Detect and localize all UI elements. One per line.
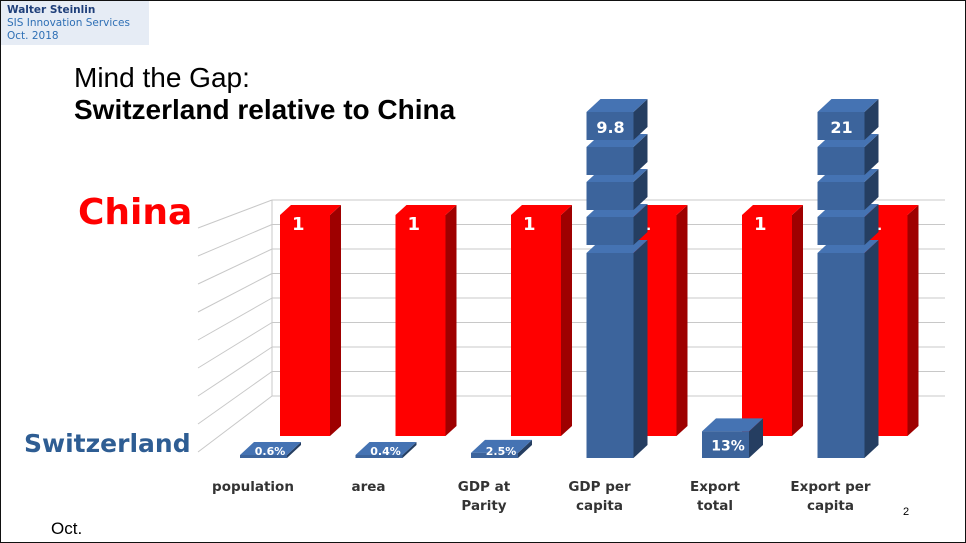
label-switzerland-3: 9.8 (596, 118, 624, 137)
gridline-side (197, 395, 273, 453)
footer-date: Oct. (51, 519, 83, 538)
category-label-1: area (351, 479, 385, 495)
bar-switzerland-1 (355, 442, 417, 458)
gridline-side (197, 371, 273, 425)
slide-title-line1: Mind the Gap: (74, 62, 250, 93)
bar-switzerland-3-cube (586, 204, 648, 245)
author-org: SIS Innovation Services (7, 17, 130, 29)
label-switzerland-2: 2.5% (486, 445, 517, 458)
label-switzerland-0: 0.6% (255, 445, 286, 458)
label-china-2: 1 (523, 214, 536, 235)
category-label-3: GDP per (568, 479, 631, 495)
legend-switzerland: Switzerland (24, 429, 191, 458)
legend-china: China (78, 192, 193, 233)
gridline-side (197, 273, 273, 313)
gridline-side (197, 297, 273, 341)
gridline-side (197, 224, 273, 257)
bar-china-4 (742, 205, 803, 436)
label-switzerland-5: 21 (830, 118, 852, 137)
bar-switzerland-0 (240, 442, 301, 458)
author-name: Walter Steinlin (7, 4, 96, 16)
bar-switzerland-3-cube (586, 169, 648, 210)
author-date: Oct. 2018 (7, 30, 59, 42)
label-china-4: 1 (754, 214, 767, 235)
category-label-0: population (212, 479, 294, 495)
gridline-side (197, 248, 273, 285)
category-label-2: GDP at (458, 479, 511, 495)
label-switzerland-1: 0.4% (370, 445, 401, 458)
bar-switzerland-3 (586, 240, 648, 458)
bar-switzerland-3-cube (586, 134, 648, 175)
category-label-2: Parity (461, 498, 506, 514)
bar-switzerland-5-cube (817, 204, 879, 245)
category-label-4: Export (690, 479, 741, 495)
slide-title-line2: Switzerland relative to China (74, 94, 456, 125)
label-china-1: 1 (408, 214, 421, 235)
bar-switzerland-3-cube (586, 99, 648, 140)
bar-china-1 (395, 205, 457, 436)
bar-switzerland-5-cube (817, 99, 879, 140)
label-switzerland-4: 13% (711, 438, 745, 454)
bar-switzerland-4 (702, 418, 763, 458)
gridline-side (197, 322, 273, 369)
gridline-side (197, 199, 273, 229)
bar-china-0 (280, 205, 341, 436)
bar-china-2 (511, 205, 572, 436)
author-box: Walter Steinlin SIS Innovation Services … (1, 1, 149, 45)
page-number: 2 (903, 506, 910, 518)
category-label-5: capita (807, 498, 854, 514)
category-label-3: capita (576, 498, 623, 514)
bar-switzerland-2 (471, 439, 532, 458)
bar-switzerland-5-cube (817, 134, 879, 175)
bar-switzerland-5 (817, 240, 879, 458)
gridline-side (197, 346, 273, 397)
label-china-0: 1 (292, 214, 305, 235)
category-label-5: Export per (790, 479, 870, 495)
bar-switzerland-5-cube (817, 169, 879, 210)
category-label-4: total (697, 498, 733, 514)
